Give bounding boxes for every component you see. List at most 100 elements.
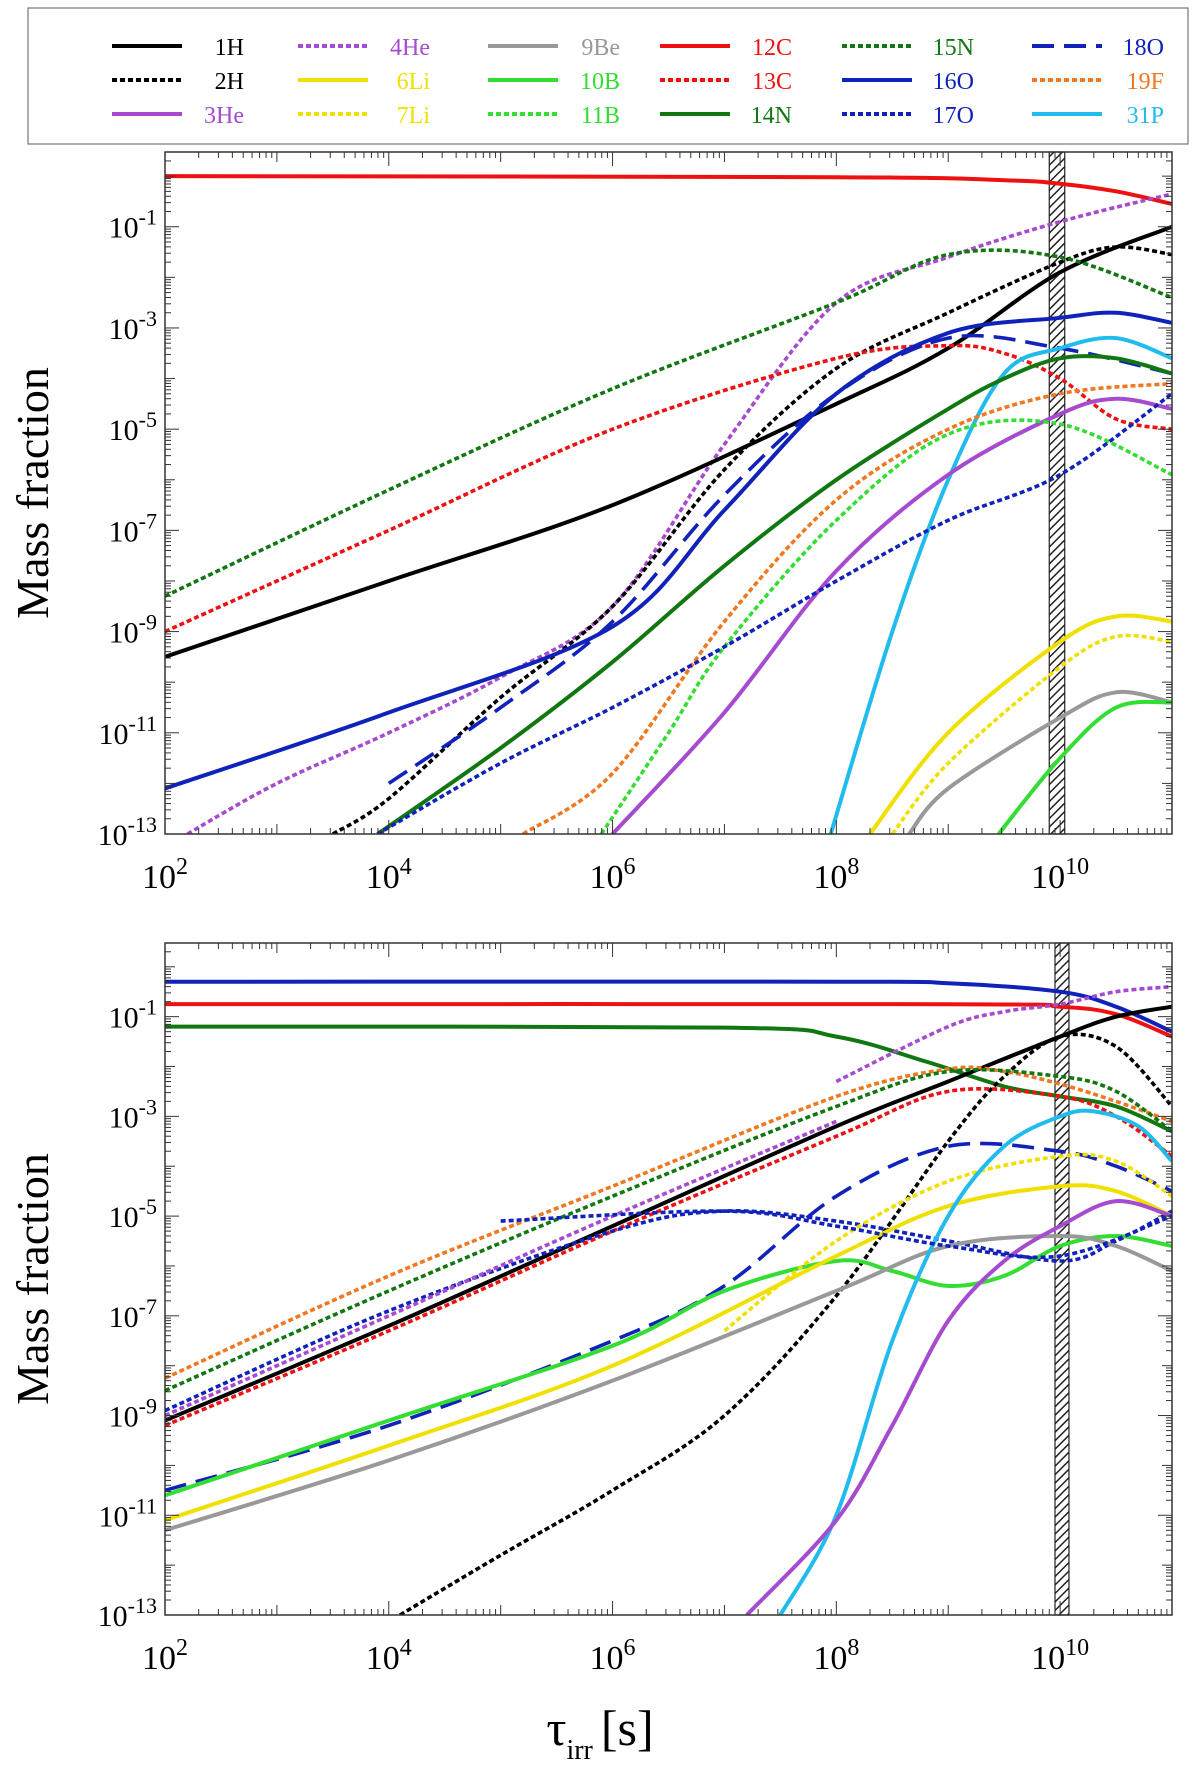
series-line-7Li xyxy=(890,633,1172,834)
x-tick-label: 102 xyxy=(142,854,188,896)
series-line-7Li xyxy=(723,1152,1172,1333)
series-line-14N xyxy=(165,1024,1172,1134)
x-tick-label: 108 xyxy=(813,1635,859,1677)
svg-text:τirr[s]: τirr [s] xyxy=(546,1700,653,1766)
series-line-17O xyxy=(376,392,1172,834)
series-line-12C xyxy=(165,1002,1172,1039)
y-tick-label: 10-5 xyxy=(109,407,157,447)
series-line-15N xyxy=(165,248,1172,598)
series-line-6Li xyxy=(165,1183,1172,1523)
legend-label: 12C xyxy=(752,35,792,61)
series-line-3He xyxy=(745,1199,1172,1615)
legend-label: 11B xyxy=(581,103,620,129)
legend-item-2H: 2H xyxy=(112,69,244,95)
legend-label: 1H xyxy=(215,35,244,61)
series-line-10B xyxy=(165,1233,1172,1498)
legend-label: 16O xyxy=(933,69,974,95)
legend-item-3He: 3He xyxy=(112,103,244,129)
series-line-6Li xyxy=(868,613,1172,834)
legend-item-1H: 1H xyxy=(112,35,244,61)
y-tick-label: 10-13 xyxy=(98,812,157,852)
y-axis-label: Mass fraction xyxy=(7,367,58,619)
shaded-band xyxy=(1054,942,1070,1616)
x-axis-label-main: τ xyxy=(546,1700,566,1756)
plot-frame xyxy=(164,151,1173,835)
x-tick-label: 1010 xyxy=(1031,1635,1089,1677)
series-line-10B xyxy=(997,699,1172,834)
series-group xyxy=(165,174,1172,834)
legend-item-11B: 11B xyxy=(488,103,620,129)
x-tick-label: 108 xyxy=(813,854,859,896)
series-line-31P xyxy=(778,1108,1172,1615)
x-axis-label: τirr [s] xyxy=(546,1700,653,1766)
legend-label: 2H xyxy=(215,69,244,95)
series-line-4He xyxy=(186,192,1172,834)
legend-label: 3He xyxy=(204,103,244,129)
x-tick-label: 1010 xyxy=(1031,854,1089,896)
y-tick-label: 10-13 xyxy=(98,1593,157,1633)
x-tick-label: 104 xyxy=(366,854,412,896)
y-tick-label: 10-3 xyxy=(109,1094,157,1134)
series-line-17O xyxy=(500,1209,1172,1260)
series-line-3He xyxy=(611,396,1172,834)
legend-item-10B: 10B xyxy=(488,69,620,95)
legend: 1H 2H 3He 4He 6Li 7Li 9Be 10B 11B 12C 13C 14N 15N 16O… xyxy=(27,7,1189,145)
legend-item-6Li: 6Li xyxy=(298,69,430,95)
legend-item-4He: 4He xyxy=(298,35,430,61)
legend-label: 10B xyxy=(580,69,620,95)
series-line-12C xyxy=(165,174,1172,206)
y-tick-label: 10-7 xyxy=(109,508,157,548)
series-line-11B xyxy=(599,418,1172,834)
series-line-19F xyxy=(165,1065,1172,1380)
y-tick-label: 10-11 xyxy=(98,1493,157,1533)
series-line-13C xyxy=(165,1086,1172,1428)
legend-label: 4He xyxy=(390,35,430,61)
x-tick-label: 106 xyxy=(590,1635,636,1677)
y-tick-label: 10-3 xyxy=(109,306,157,346)
series-line-1H xyxy=(165,1004,1172,1423)
legend-label: 31P xyxy=(1127,103,1164,129)
legend-item-14N: 14N xyxy=(660,103,792,129)
legend-label: 18O xyxy=(1123,35,1164,61)
legend-label: 13C xyxy=(752,69,792,95)
series-line-31P xyxy=(828,335,1172,834)
y-tick-label: 10-11 xyxy=(98,711,157,751)
legend-label: 19F xyxy=(1127,69,1164,95)
legend-item-12C: 12C xyxy=(660,35,792,61)
legend-label: 9Be xyxy=(581,35,620,61)
shaded-band xyxy=(1048,151,1066,835)
series-group xyxy=(165,979,1172,1615)
x-axis-label-unit: [s] xyxy=(601,1700,654,1756)
legend-item-17O: 17O xyxy=(842,103,974,129)
legend-item-15N: 15N xyxy=(842,35,974,61)
series-line-16O-dotted xyxy=(165,1209,1172,1413)
y-tick-label: 10-1 xyxy=(109,995,157,1035)
x-axis-label-sub: irr xyxy=(566,1735,593,1766)
series-line-16O xyxy=(165,310,1172,791)
x-tick-label: 104 xyxy=(366,1635,412,1677)
legend-item-7Li: 7Li xyxy=(298,103,430,129)
legend-item-16O: 16O xyxy=(842,69,974,95)
legend-label: 14N xyxy=(751,103,792,129)
chart-panel-bottom: 102 104 106 108 1010 10-1 10-3 10-5 10-7 10-9 10-1… xyxy=(7,942,1173,1677)
legend-item-31P: 31P xyxy=(1032,103,1164,129)
series-line-14N xyxy=(376,354,1172,834)
series-line-15N xyxy=(165,1067,1172,1393)
series-line-16O xyxy=(165,979,1172,1034)
chart-panel-top: 102 104 106 108 1010 10-1 10-3 10-5 10-7 10-9 10-1… xyxy=(7,151,1173,896)
series-line-18O xyxy=(165,1141,1172,1493)
legend-label: 6Li xyxy=(397,69,431,95)
legend-frame xyxy=(27,7,1189,145)
series-line-19F xyxy=(522,381,1172,834)
y-tick-label: 10-5 xyxy=(109,1194,157,1234)
legend-item-18O: 18O xyxy=(1032,35,1164,61)
x-tick-label: 102 xyxy=(142,1635,188,1677)
y-tick-label: 10-1 xyxy=(109,205,157,245)
y-tick-label: 10-9 xyxy=(109,610,157,650)
series-line-9Be xyxy=(907,689,1172,834)
y-axis-label: Mass fraction xyxy=(7,1153,58,1405)
series-line-13C xyxy=(165,343,1172,634)
legend-label: 17O xyxy=(933,103,974,129)
series-line-18O xyxy=(387,333,1172,785)
